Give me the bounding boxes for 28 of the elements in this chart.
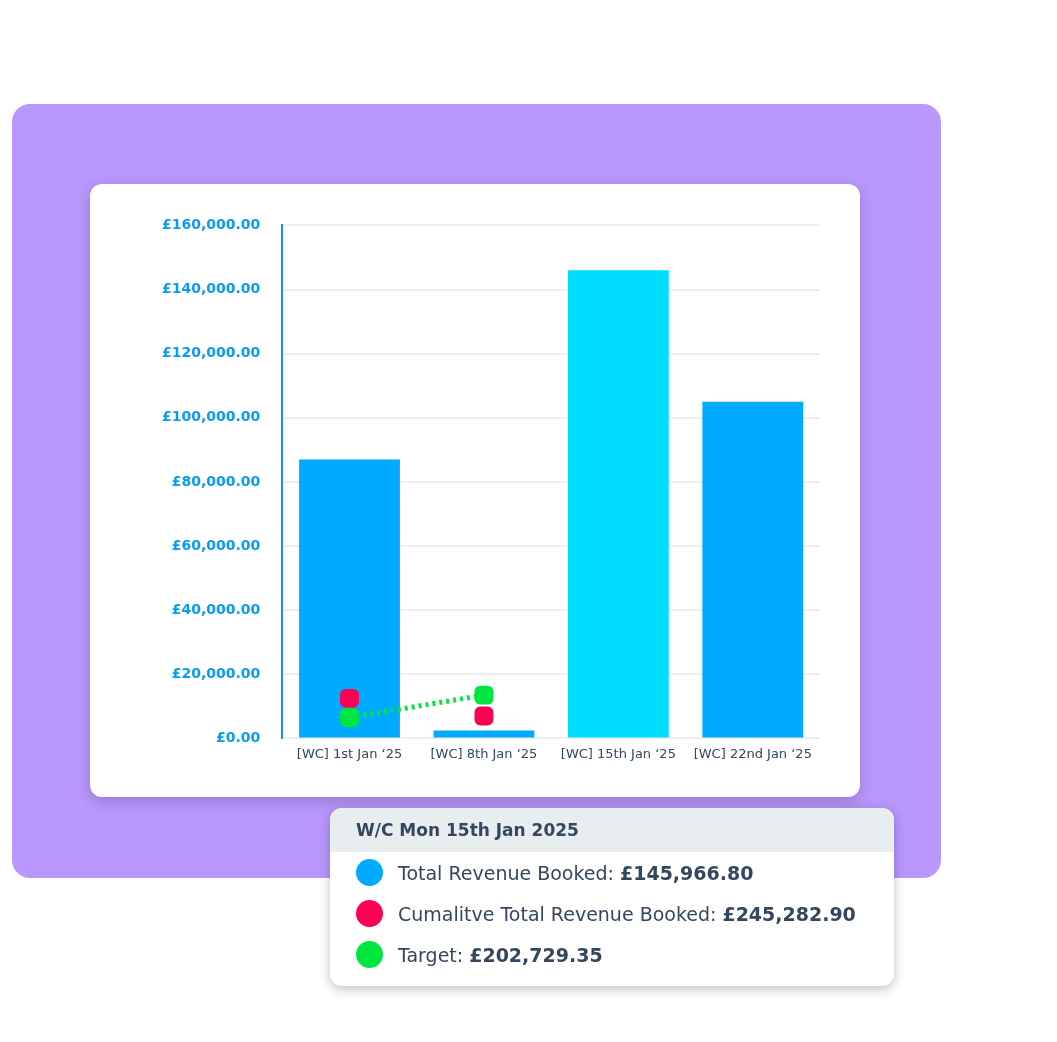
y-tick-label: £60,000.00: [171, 536, 261, 553]
x-tick-label: [WC] 1st Jan ‘25: [296, 745, 403, 761]
x-tick-label: [WC] 8th Jan ‘25: [430, 745, 538, 761]
bar: [567, 270, 669, 738]
point: [474, 706, 494, 726]
text: £145,966.80: [619, 861, 754, 884]
point: [340, 708, 359, 727]
y-tick-label: £120,000.00: [162, 344, 261, 361]
y-tick-label: £160,000.00: [162, 216, 261, 233]
point: [474, 685, 494, 705]
legend-label: Total Revenue Booked:: [398, 861, 614, 884]
y-tick-label: £0.00: [216, 729, 261, 746]
text: £245,282.90: [722, 902, 856, 925]
point: [340, 688, 359, 708]
y-tick-label: £100,000.00: [162, 408, 261, 425]
text: W/C Mon 15th Jan 2025: [330, 808, 894, 852]
x-tick-label: [WC] 22nd Jan ‘25: [693, 745, 812, 761]
y-tick-label: £20,000.00: [171, 664, 261, 681]
bar: [299, 459, 400, 738]
y-tick-label: £80,000.00: [171, 472, 261, 489]
legend-label: Cumalitve Total Revenue Booked:: [398, 902, 717, 925]
x-tick-label: [WC] 15th Jan ‘25: [560, 745, 676, 761]
y-tick-label: £140,000.00: [162, 280, 261, 297]
text: £202,729.35: [469, 943, 603, 966]
bar: [433, 730, 535, 738]
y-tick-label: £40,000.00: [171, 600, 261, 617]
legend-label: Target:: [398, 943, 464, 966]
bar: [702, 401, 804, 738]
